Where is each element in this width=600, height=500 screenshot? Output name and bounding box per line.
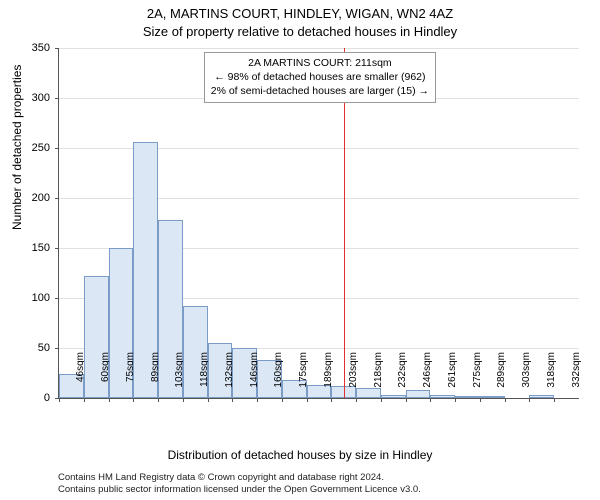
xtick-mark bbox=[381, 398, 382, 402]
annotation-box: 2A MARTINS COURT: 211sqm← 98% of detache… bbox=[204, 52, 436, 103]
chart-container: 2A, MARTINS COURT, HINDLEY, WIGAN, WN2 4… bbox=[0, 0, 600, 500]
ytick-label: 200 bbox=[0, 192, 50, 204]
xtick-label: 332sqm bbox=[571, 352, 582, 402]
footer-line-2: Contains public sector information licen… bbox=[58, 484, 578, 496]
plot-area: 46sqm60sqm75sqm89sqm103sqm118sqm132sqm14… bbox=[58, 48, 579, 399]
title-line-2: Size of property relative to detached ho… bbox=[0, 24, 600, 39]
ytick-label: 350 bbox=[0, 42, 50, 54]
xtick-mark bbox=[257, 398, 258, 402]
ytick-label: 50 bbox=[0, 342, 50, 354]
xtick-mark bbox=[307, 398, 308, 402]
footer-attribution: Contains HM Land Registry data © Crown c… bbox=[58, 472, 578, 496]
xtick-mark bbox=[356, 398, 357, 402]
ytick-mark bbox=[55, 98, 59, 99]
ytick-mark bbox=[55, 348, 59, 349]
xtick-mark bbox=[282, 398, 283, 402]
title-line-1: 2A, MARTINS COURT, HINDLEY, WIGAN, WN2 4… bbox=[0, 6, 600, 21]
annotation-line-3: 2% of semi-detached houses are larger (1… bbox=[211, 84, 429, 98]
xtick-mark bbox=[505, 398, 506, 402]
xtick-mark bbox=[183, 398, 184, 402]
xtick-mark bbox=[59, 398, 60, 402]
xtick-mark bbox=[529, 398, 530, 402]
x-axis-label: Distribution of detached houses by size … bbox=[0, 448, 600, 462]
ytick-mark bbox=[55, 48, 59, 49]
xtick-mark bbox=[84, 398, 85, 402]
xtick-mark bbox=[455, 398, 456, 402]
xtick-mark bbox=[158, 398, 159, 402]
ytick-label: 250 bbox=[0, 142, 50, 154]
xtick-mark bbox=[232, 398, 233, 402]
xtick-mark bbox=[554, 398, 555, 402]
xtick-mark bbox=[480, 398, 481, 402]
ytick-label: 150 bbox=[0, 242, 50, 254]
xtick-mark bbox=[133, 398, 134, 402]
ytick-label: 100 bbox=[0, 292, 50, 304]
ytick-label: 0 bbox=[0, 392, 50, 404]
gridline-h bbox=[59, 48, 579, 49]
ytick-label: 300 bbox=[0, 92, 50, 104]
ytick-mark bbox=[55, 248, 59, 249]
xtick-mark bbox=[406, 398, 407, 402]
ytick-mark bbox=[55, 198, 59, 199]
footer-line-1: Contains HM Land Registry data © Crown c… bbox=[58, 472, 578, 484]
ytick-mark bbox=[55, 298, 59, 299]
xtick-label: 275sqm bbox=[472, 352, 483, 402]
xtick-mark bbox=[430, 398, 431, 402]
xtick-mark bbox=[208, 398, 209, 402]
xtick-label: 318sqm bbox=[546, 352, 557, 402]
ytick-mark bbox=[55, 148, 59, 149]
xtick-label: 261sqm bbox=[447, 352, 458, 402]
xtick-label: 289sqm bbox=[496, 352, 507, 402]
xtick-mark bbox=[331, 398, 332, 402]
xtick-mark bbox=[109, 398, 110, 402]
annotation-line-1: 2A MARTINS COURT: 211sqm bbox=[211, 56, 429, 70]
annotation-line-2: ← 98% of detached houses are smaller (96… bbox=[211, 70, 429, 84]
